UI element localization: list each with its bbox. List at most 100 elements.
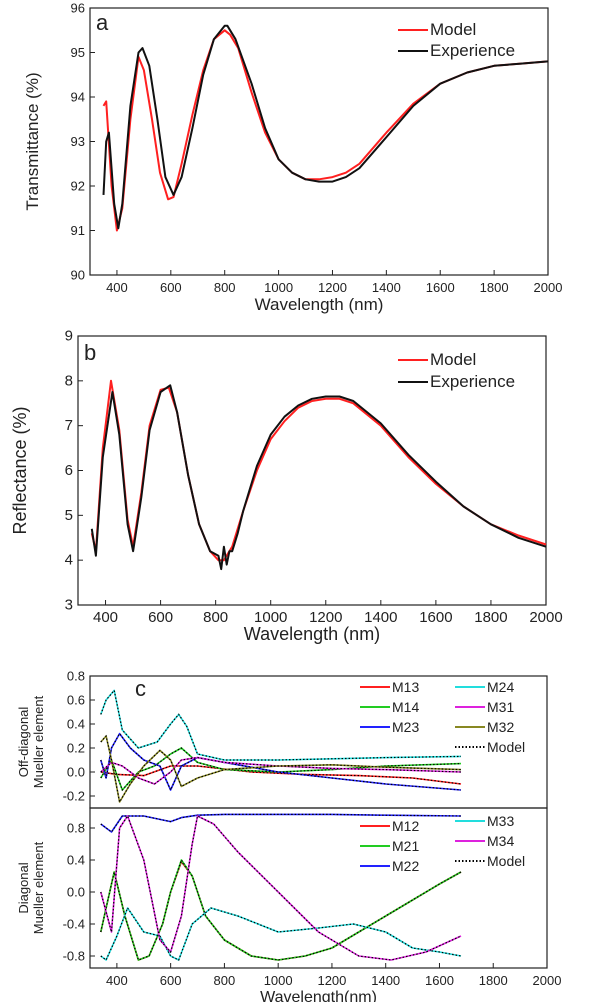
panel-3-x-axis-label: Wavelength(nm) <box>260 989 377 1002</box>
panel-2-y-tick-label: 0.8 <box>67 669 85 684</box>
legend-c-diag-M21-label: M21 <box>392 838 419 854</box>
panel-1-x-tick-label: 1400 <box>364 609 397 626</box>
panel-1-x-tick-label: 800 <box>203 609 228 626</box>
panel-3-x-tick-label: 1400 <box>371 973 400 988</box>
panel-3-y-tick-label: 0.0 <box>67 885 85 900</box>
legend-c-diag-M34-label: M34 <box>487 833 514 849</box>
panel-0-x-tick-label: 1600 <box>426 280 455 295</box>
panel-1-y-tick-label: 7 <box>65 417 73 434</box>
legend-a-Experience-label: Experience <box>430 41 515 60</box>
panel-0-y-tick-label: 94 <box>71 90 85 105</box>
panel-2-y-tick-label: 0.6 <box>67 693 85 708</box>
panel-0-panel-label: a <box>96 10 109 35</box>
panel-2-series-line-M32 <box>100 735 462 803</box>
legend-c-off-M31-label: M31 <box>487 699 514 715</box>
panel-1-y-tick-label: 5 <box>65 507 73 524</box>
panel-0-series-line-Experience <box>102 24 549 230</box>
panel-2-y-tick-label: -0.2 <box>63 789 85 804</box>
legend-c-off-M32-label: M32 <box>487 719 514 735</box>
panel-2-y-axis-label-line: Off-diagonal <box>16 707 31 778</box>
panel-0-y-tick-label: 93 <box>71 134 85 149</box>
legend-c-off-M13-label: M13 <box>392 679 419 695</box>
panel-3-y-tick-label: -0.4 <box>63 917 85 932</box>
panel-0-x-tick-label: 1000 <box>264 280 293 295</box>
panel-2-series-line-M23 <box>100 732 462 791</box>
panel-1-x-tick-label: 1200 <box>309 609 342 626</box>
panel-1-x-tick-label: 2000 <box>529 609 562 626</box>
panel-2-y-tick-label: 0.0 <box>67 765 85 780</box>
panel-3-y-tick-label: -0.8 <box>63 949 85 964</box>
panel-3-plot-frame <box>89 807 548 969</box>
panel-3-y-axis-label-line: Diagonal <box>16 862 31 913</box>
panel-2-model-dotted-line-M14 <box>100 747 462 792</box>
legend-c-off-Model-label: Model <box>487 739 525 755</box>
panel-0-x-tick-label: 1400 <box>372 280 401 295</box>
panel-2-y-axis-label-line: Mueller element <box>31 695 46 788</box>
panel-1-y-axis-label: Reflectance (%) <box>10 406 30 534</box>
panel-1-y-tick-label: 6 <box>65 462 73 479</box>
legend-c-diag-M12-label: M12 <box>392 818 419 834</box>
panel-1-x-tick-label: 1000 <box>254 609 287 626</box>
panel-2-series-line-M13 <box>100 765 462 785</box>
legend-c-off-M24-label: M24 <box>487 679 514 695</box>
panel-3-x-tick-label: 400 <box>106 973 128 988</box>
panel-0-x-tick-label: 800 <box>214 280 236 295</box>
panel-3-x-tick-label: 1200 <box>317 973 346 988</box>
panel-0-y-tick-label: 96 <box>71 1 85 16</box>
panel-1-x-tick-label: 600 <box>148 609 173 626</box>
panel-0-x-axis-label: Wavelength (nm) <box>255 295 384 314</box>
legend-b-Experience-label: Experience <box>430 372 515 391</box>
panel-3-x-tick-label: 600 <box>160 973 182 988</box>
panel-2-model-dotted-line-M31 <box>100 756 462 785</box>
panel-0-y-tick-label: 92 <box>71 179 85 194</box>
panel-3-x-tick-label: 1000 <box>264 973 293 988</box>
panel-1-y-tick-label: 4 <box>65 552 73 569</box>
panel-0-x-tick-label: 2000 <box>534 280 563 295</box>
panel-1-panel-label: b <box>84 340 96 365</box>
panel-3-x-tick-label: 1600 <box>425 973 454 988</box>
panel-1-series-line-Model <box>90 379 547 562</box>
panel-3-series-line-M21 <box>100 859 462 961</box>
panel-1-x-tick-label: 400 <box>93 609 118 626</box>
legend-c-off-M23-label: M23 <box>392 719 419 735</box>
legend-c-diag-M22-label: M22 <box>392 858 419 874</box>
panel-0-y-axis-label: Transmittance (%) <box>23 72 42 210</box>
panel-3-x-tick-label: 1800 <box>479 973 508 988</box>
panel-0-y-tick-label: 90 <box>71 268 85 283</box>
panel-0-series-line-Model <box>102 29 549 232</box>
panel-0-x-tick-label: 400 <box>106 280 128 295</box>
panel-2-y-tick-label: 0.4 <box>67 717 85 732</box>
panel-3-model-dotted-line-M33 <box>100 906 462 961</box>
panel-0-y-tick-label: 91 <box>71 223 85 238</box>
panel-2-model-dotted-line-M24 <box>100 689 462 761</box>
legend-a-Model-label: Model <box>430 20 476 39</box>
panel-2-plot-frame <box>89 675 548 809</box>
panel-0-x-tick-label: 1800 <box>480 280 509 295</box>
panel-2-panel-label: c <box>135 676 146 701</box>
panel-1-y-tick-label: 3 <box>65 597 73 614</box>
panel-3-x-tick-label: 800 <box>214 973 236 988</box>
panel-3-model-dotted-line-M22 <box>100 813 462 833</box>
panel-1-series-line-Experience <box>90 384 547 571</box>
panel-3-y-tick-label: 0.8 <box>67 821 85 836</box>
panel-3-y-axis-label-line: Mueller element <box>31 841 46 934</box>
panel-3-model-dotted-line-M34 <box>100 814 462 961</box>
panel-3-x-tick-label: 2000 <box>533 973 562 988</box>
panel-1-x-tick-label: 1600 <box>419 609 452 626</box>
panel-2-y-tick-label: 0.2 <box>67 741 85 756</box>
panel-1-y-tick-label: 9 <box>65 328 73 345</box>
legend-c-off-M14-label: M14 <box>392 699 419 715</box>
panel-1-y-tick-label: 8 <box>65 372 73 389</box>
panel-0-x-tick-label: 1200 <box>318 280 347 295</box>
panel-2-model-dotted-line-M32 <box>100 734 462 804</box>
legend-c-diag-Model-label: Model <box>487 853 525 869</box>
legend-b-Model-label: Model <box>430 350 476 369</box>
panel-2-model-dotted-line-M13 <box>100 765 462 785</box>
panel-3-y-tick-label: 0.4 <box>67 853 85 868</box>
panel-1-x-axis-label: Wavelength (nm) <box>244 624 380 644</box>
panel-1-x-tick-label: 1800 <box>474 609 507 626</box>
panel-0-x-tick-label: 600 <box>160 280 182 295</box>
panel-0-y-tick-label: 95 <box>71 45 85 60</box>
legend-c-diag-M33-label: M33 <box>487 813 514 829</box>
